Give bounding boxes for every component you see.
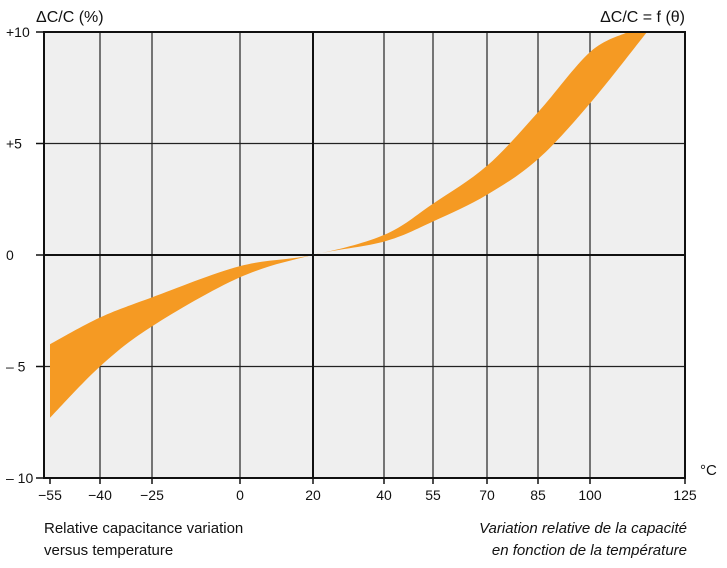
y-axis-label: ΔC/C (%) — [36, 9, 104, 26]
x-tick-label: −25 — [140, 487, 164, 503]
y-tick-label: +10 — [6, 24, 30, 40]
y-tick-label: – 10 — [6, 470, 33, 486]
y-tick-label: 0 — [6, 247, 14, 263]
capacitance-tolerance-band — [50, 32, 647, 418]
y-tick-label: – 5 — [6, 359, 26, 375]
x-tick-labels: −55 −40 −25 0 20 40 55 70 85 100 125 — [38, 478, 697, 503]
caption-english-line-1: Relative capacitance variation — [44, 520, 244, 537]
x-tick-label: 125 — [673, 487, 697, 503]
caption-french-line-2: en fonction de la température — [491, 542, 687, 559]
x-tick-label: 70 — [479, 487, 495, 503]
y-tick-label: +5 — [6, 136, 22, 152]
caption-english-line-2: versus temperature — [44, 542, 174, 559]
x-tick-label: 0 — [236, 487, 244, 503]
x-tick-label: 20 — [305, 487, 321, 503]
axes — [44, 32, 685, 478]
x-axis-unit-label: °C — [700, 462, 717, 479]
caption-english: Relative capacitance variation versus te… — [44, 518, 243, 562]
x-tick-label: −40 — [88, 487, 112, 503]
caption-french-line-1: Variation relative de la capacité — [479, 520, 687, 537]
x-tick-label: 40 — [376, 487, 392, 503]
chart-title: ΔC/C = f (θ) — [600, 9, 685, 26]
x-tick-label: 100 — [578, 487, 602, 503]
x-tick-label: 55 — [425, 487, 441, 503]
caption-french: Variation relative de la capacité en fon… — [479, 518, 687, 562]
x-tick-label: 85 — [530, 487, 546, 503]
y-tick-labels: +10 +5 0 – 5 – 10 — [6, 24, 44, 486]
x-tick-label: −55 — [38, 487, 62, 503]
